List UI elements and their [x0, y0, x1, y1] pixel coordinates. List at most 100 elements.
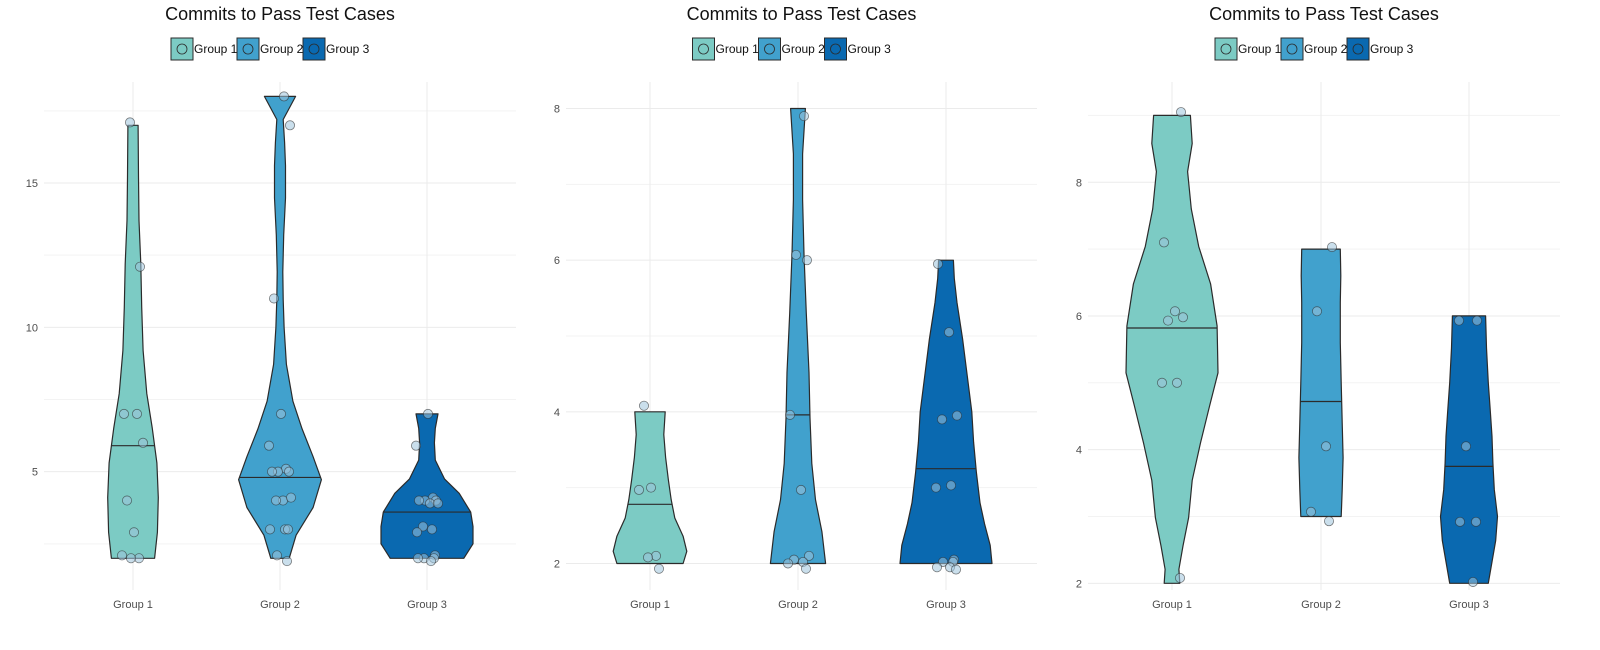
data-point [646, 482, 657, 493]
data-point [952, 410, 963, 421]
data-point [278, 91, 289, 102]
data-point [951, 564, 962, 575]
data-point [937, 414, 948, 425]
data-point [275, 408, 286, 419]
x-tick-label: Group 3 [407, 599, 447, 611]
data-point [1321, 441, 1332, 452]
y-tick-label: 8 [1076, 177, 1082, 189]
circle-icon [1352, 43, 1364, 55]
data-point [1157, 377, 1168, 388]
y-tick-label: 6 [1076, 311, 1082, 323]
data-point [946, 480, 957, 491]
data-point [134, 261, 145, 272]
data-point [422, 408, 433, 419]
y-tick-label: 15 [26, 178, 38, 190]
data-point [1178, 312, 1189, 323]
data-point [1324, 516, 1335, 527]
legend-key-2 [1280, 37, 1304, 61]
y-tick-label: 4 [554, 407, 560, 419]
data-point [643, 552, 654, 563]
data-point [125, 117, 136, 128]
violin-1 [107, 124, 159, 559]
data-point [264, 524, 275, 535]
circle-icon [176, 43, 188, 55]
circle-icon [1220, 43, 1232, 55]
data-point [426, 524, 437, 535]
data-point [122, 495, 133, 506]
data-point [1471, 516, 1482, 527]
data-point [266, 466, 277, 477]
data-point [804, 550, 815, 561]
data-point [1172, 377, 1183, 388]
data-point [801, 563, 812, 574]
x-tick-label: Group 3 [926, 599, 966, 611]
data-point [1175, 572, 1186, 583]
y-tick-label: 8 [554, 104, 560, 116]
data-point [1306, 506, 1317, 517]
data-point [654, 563, 665, 574]
y-tick-label: 4 [1076, 445, 1082, 457]
legend-key-3 [1346, 37, 1370, 61]
chart-panel-1: Commits to Pass Test Cases Group 1 Group 2… [26, 4, 516, 611]
data-point [931, 482, 942, 493]
x-tick-label: Group 3 [1449, 599, 1489, 611]
circle-icon [764, 43, 775, 55]
y-tick-label: 6 [554, 255, 560, 267]
data-point [783, 558, 794, 569]
data-point [131, 408, 142, 419]
data-point [1176, 107, 1187, 118]
circle-icon [242, 43, 254, 55]
data-point [639, 400, 650, 411]
data-point [1455, 516, 1466, 527]
data-point [799, 111, 810, 122]
circle-icon [698, 43, 709, 55]
data-point [933, 258, 944, 269]
legend-key-3 [824, 37, 847, 61]
data-point [634, 484, 645, 495]
data-point [126, 553, 137, 564]
chart-title: Commits to Pass Test Cases [687, 4, 917, 24]
data-point [944, 327, 955, 338]
legend-key-1 [692, 37, 715, 61]
data-point [410, 440, 421, 451]
legend-label-1: Group 1 [716, 42, 760, 56]
x-tick-label: Group 2 [778, 599, 818, 611]
data-point [281, 556, 292, 567]
data-point [1159, 237, 1170, 248]
x-tick-label: Group 2 [260, 599, 300, 611]
legend-label-2: Group 2 [260, 42, 304, 56]
data-point [1472, 315, 1483, 326]
data-point [651, 550, 662, 561]
data-point [413, 495, 424, 506]
legend: Group 1 Group 2 Group 3 [1214, 37, 1414, 61]
data-point [282, 524, 293, 535]
data-point [137, 437, 148, 448]
legend-key-1 [170, 37, 194, 61]
data-point [412, 553, 423, 564]
chart-title: Commits to Pass Test Cases [1209, 4, 1439, 24]
legend-label-3: Group 3 [848, 42, 892, 56]
data-point [1327, 242, 1338, 253]
data-point [128, 527, 139, 538]
y-tick-label: 2 [554, 558, 560, 570]
data-point [1468, 576, 1479, 587]
chart-panel-3: Commits to Pass Test Cases Group 1 Group 2… [1076, 4, 1560, 611]
data-point [791, 249, 802, 260]
x-tick-label: Group 1 [630, 599, 670, 611]
data-point [802, 255, 813, 266]
legend-label-1: Group 1 [194, 42, 238, 56]
data-point [268, 293, 279, 304]
legend-key-2 [236, 37, 260, 61]
data-point [1454, 315, 1465, 326]
data-point [119, 408, 130, 419]
x-tick-label: Group 2 [1301, 599, 1341, 611]
data-point [270, 495, 281, 506]
violin-2 [238, 95, 322, 559]
data-point [284, 120, 295, 131]
data-point [285, 492, 296, 503]
data-point [1163, 315, 1174, 326]
violin-2 [1298, 248, 1344, 518]
legend-key-3 [302, 37, 326, 61]
